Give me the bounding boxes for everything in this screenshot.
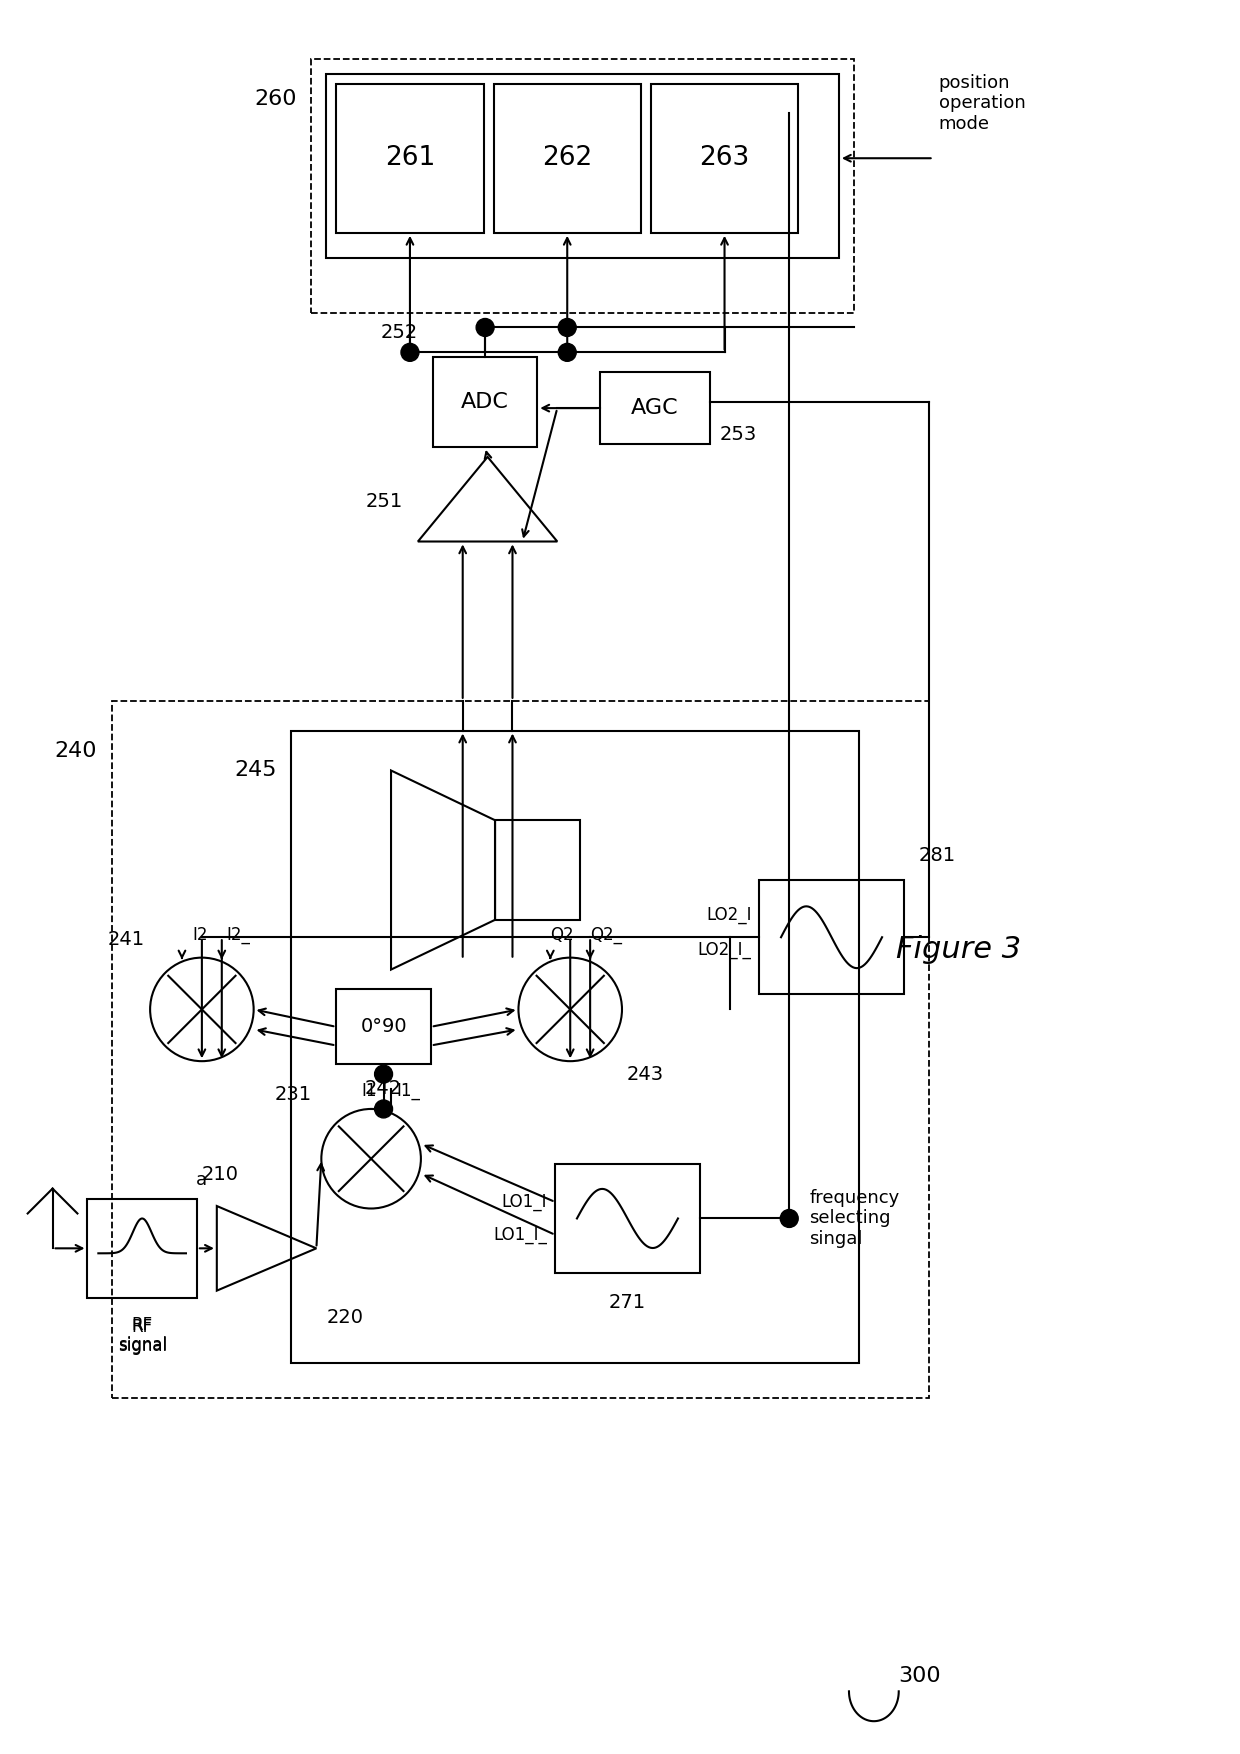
Bar: [494, 84, 641, 233]
Text: 281: 281: [919, 845, 956, 865]
Bar: [336, 84, 484, 233]
Text: 0°90: 0°90: [361, 1017, 407, 1037]
Text: 262: 262: [542, 146, 593, 172]
Text: 300: 300: [899, 1666, 941, 1686]
Bar: [87, 1198, 197, 1298]
Bar: [556, 1163, 699, 1273]
Text: 245: 245: [234, 761, 277, 781]
Bar: [113, 702, 929, 1398]
Text: RF: RF: [131, 1317, 153, 1337]
Text: LO2_I: LO2_I: [706, 905, 751, 924]
Bar: [291, 731, 859, 1363]
Text: Figure 3: Figure 3: [897, 935, 1021, 965]
Text: 243: 243: [627, 1065, 665, 1084]
Text: I1: I1: [361, 1082, 377, 1100]
Text: frequency
selecting
singal: frequency selecting singal: [810, 1189, 899, 1249]
Circle shape: [374, 1100, 393, 1117]
Text: LO1_I_: LO1_I_: [494, 1226, 547, 1244]
Bar: [600, 372, 709, 444]
Text: I2_: I2_: [227, 926, 250, 944]
Text: LO2_I_: LO2_I_: [698, 940, 751, 959]
Circle shape: [558, 319, 577, 337]
Text: ADC: ADC: [461, 393, 510, 412]
Text: Q2: Q2: [551, 926, 574, 944]
Text: position
operation
mode: position operation mode: [939, 74, 1025, 133]
Bar: [759, 881, 904, 995]
Text: 242: 242: [365, 1079, 402, 1098]
Circle shape: [374, 1065, 393, 1082]
Circle shape: [558, 344, 577, 361]
Text: 253: 253: [719, 424, 756, 444]
Text: 240: 240: [55, 740, 98, 761]
Text: 220: 220: [326, 1308, 363, 1328]
Text: 210: 210: [202, 1165, 239, 1184]
Text: I2: I2: [192, 926, 207, 944]
Bar: [433, 358, 537, 447]
Text: 271: 271: [609, 1293, 646, 1312]
Bar: [326, 74, 839, 258]
Text: LO1_I: LO1_I: [502, 1193, 547, 1210]
Text: 263: 263: [699, 146, 750, 172]
Text: 261: 261: [384, 146, 435, 172]
Text: 241: 241: [108, 930, 145, 949]
Text: signal: signal: [118, 1337, 166, 1354]
Text: I1_: I1_: [396, 1082, 420, 1100]
Text: 252: 252: [381, 323, 418, 342]
Bar: [651, 84, 799, 233]
Text: 260: 260: [254, 88, 296, 109]
Text: Q2_: Q2_: [590, 926, 622, 944]
Bar: [336, 989, 430, 1065]
Circle shape: [780, 1210, 799, 1228]
Text: 251: 251: [366, 493, 403, 510]
Circle shape: [476, 319, 494, 337]
Text: AGC: AGC: [631, 398, 678, 417]
Text: RF
signal: RF signal: [118, 1316, 166, 1354]
Text: a: a: [196, 1170, 207, 1189]
Bar: [495, 821, 580, 919]
Bar: [311, 58, 854, 312]
Circle shape: [401, 344, 419, 361]
Text: 231: 231: [274, 1084, 311, 1103]
